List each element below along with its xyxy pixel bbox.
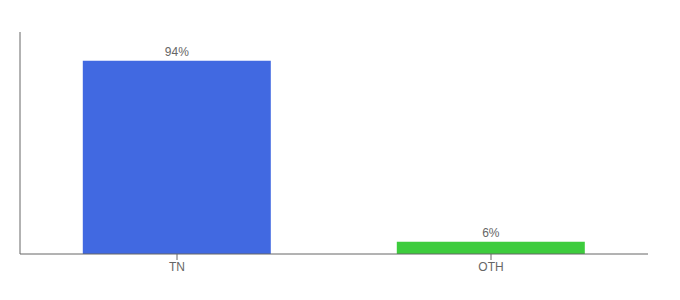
- svg-text:94%: 94%: [165, 45, 189, 59]
- svg-text:TN: TN: [169, 260, 185, 274]
- svg-text:OTH: OTH: [478, 260, 503, 274]
- svg-text:6%: 6%: [482, 226, 500, 240]
